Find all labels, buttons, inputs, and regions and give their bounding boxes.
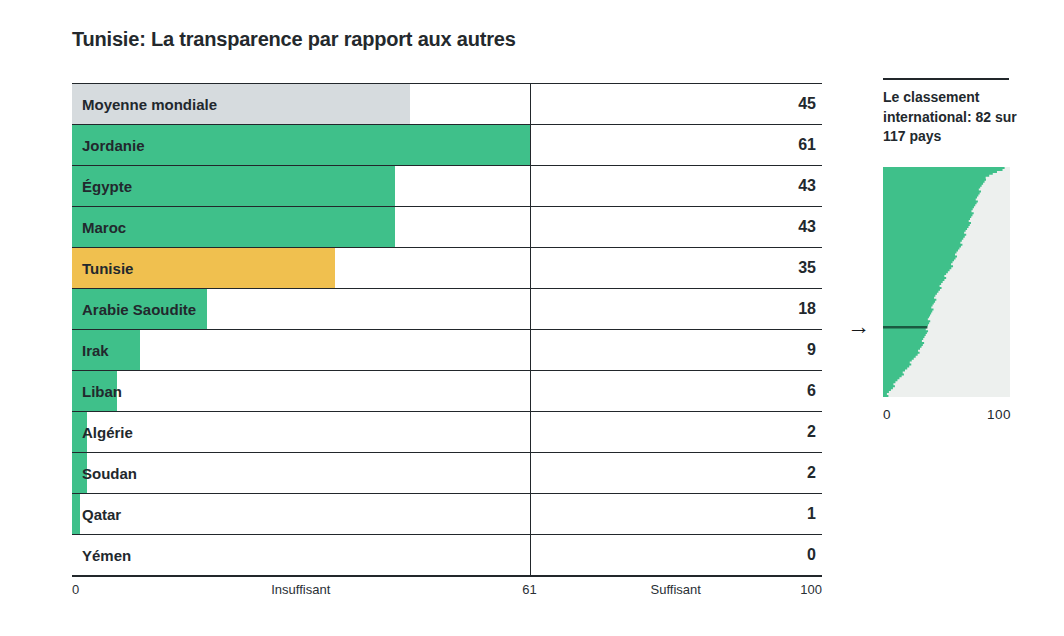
bar-value: 45 [798, 95, 816, 113]
bar-value: 18 [798, 300, 816, 318]
chart-row: Maroc 43 [72, 206, 822, 247]
rank-distribution-chart [883, 167, 1010, 397]
bar-value: 61 [798, 136, 816, 154]
bar-value: 43 [798, 177, 816, 195]
bar-label: Maroc [82, 219, 126, 236]
bar-value: 6 [807, 382, 816, 400]
bar-value: 2 [807, 423, 816, 441]
rank-distribution-svg [883, 167, 1010, 397]
axis-zone-insuffisant: Insuffisant [72, 582, 530, 597]
chart-row: Arabie Saoudite 18 [72, 288, 822, 329]
chart-row: Égypte 43 [72, 165, 822, 206]
bar-label: Soudan [82, 465, 137, 482]
side-panel-rule [883, 78, 1009, 80]
rank-distribution-area [883, 167, 1005, 397]
mini-axis-tick-min: 0 [883, 407, 891, 425]
bar-label: Algérie [82, 424, 133, 441]
ranking-note: Le classement international: 82 sur 117 … [883, 88, 1019, 147]
chart-row: Algérie 2 [72, 411, 822, 452]
bar-value: 9 [807, 341, 816, 359]
bar-label: Moyenne mondiale [82, 96, 217, 113]
bar-value: 35 [798, 259, 816, 277]
bar-label: Liban [82, 383, 122, 400]
bar-label: Égypte [82, 178, 132, 195]
chart-row: Irak 9 [72, 329, 822, 370]
mini-axis-tick-max: 100 [987, 407, 1011, 425]
axis-zone-suffisant: Suffisant [530, 582, 823, 597]
bar-label: Arabie Saoudite [82, 301, 196, 318]
bar-label: Irak [82, 342, 109, 359]
mini-x-axis: 0 100 [883, 407, 1011, 425]
threshold-divider-line [530, 83, 531, 575]
bar-label: Yémen [82, 547, 131, 564]
bar-label: Jordanie [82, 137, 145, 154]
chart-row: Liban 6 [72, 370, 822, 411]
page-title: Tunisie: La transparence par rapport aux… [72, 28, 516, 51]
value-bar [72, 494, 80, 534]
bar-label: Tunisie [82, 260, 133, 277]
chart-row: Yémen 0 [72, 534, 822, 575]
rank-marker-arrow-icon: → [847, 311, 877, 341]
chart-row: Moyenne mondiale 45 [72, 83, 822, 124]
bar-value: 1 [807, 505, 816, 523]
bar-rows: Moyenne mondiale45Jordanie61Égypte43Maro… [72, 83, 822, 575]
chart-row: Jordanie 61 [72, 124, 822, 165]
bar-value: 2 [807, 464, 816, 482]
x-axis: 0 Insuffisant 61 Suffisant 100 [72, 582, 822, 600]
transparency-bar-chart: Moyenne mondiale45Jordanie61Égypte43Maro… [72, 83, 822, 577]
axis-tick-max: 100 [800, 582, 822, 597]
chart-row: Tunisie 35 [72, 247, 822, 288]
chart-row: Qatar 1 [72, 493, 822, 534]
bar-label: Qatar [82, 506, 121, 523]
bar-value: 0 [807, 546, 816, 564]
bar-value: 43 [798, 218, 816, 236]
chart-row: Soudan 2 [72, 452, 822, 493]
